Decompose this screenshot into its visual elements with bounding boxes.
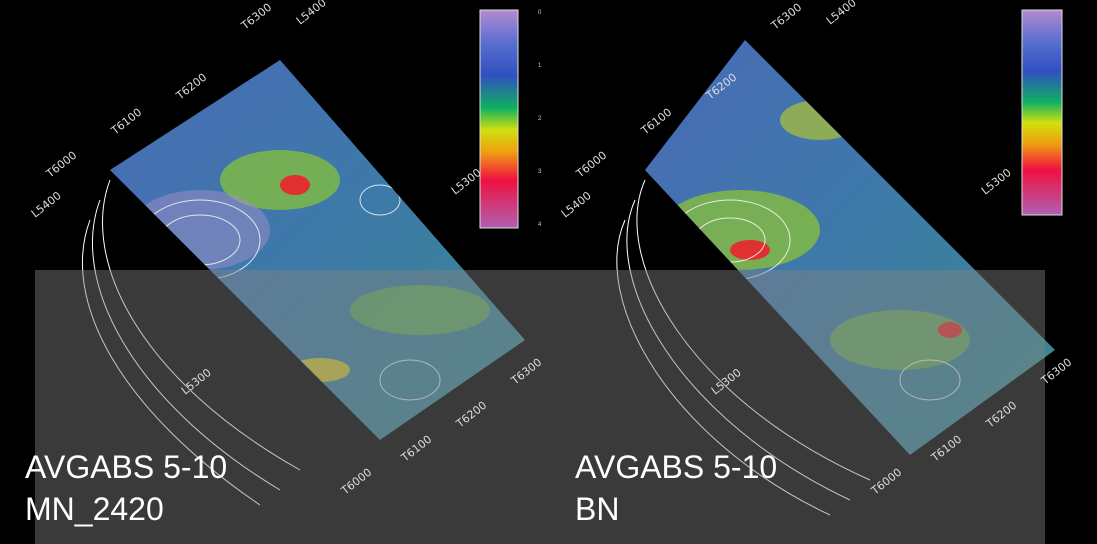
caption: BN xyxy=(575,491,619,527)
colorbar xyxy=(1022,10,1062,215)
slide: T6300L5400T6200T6100T6000L5400L5300L5300… xyxy=(0,0,1097,544)
caption: AVGABS 5-10 xyxy=(575,449,777,485)
caption: AVGABS 5-10 xyxy=(25,449,227,485)
overlay xyxy=(35,270,1045,544)
colorbar xyxy=(480,10,518,228)
caption: MN_2420 xyxy=(25,491,164,527)
